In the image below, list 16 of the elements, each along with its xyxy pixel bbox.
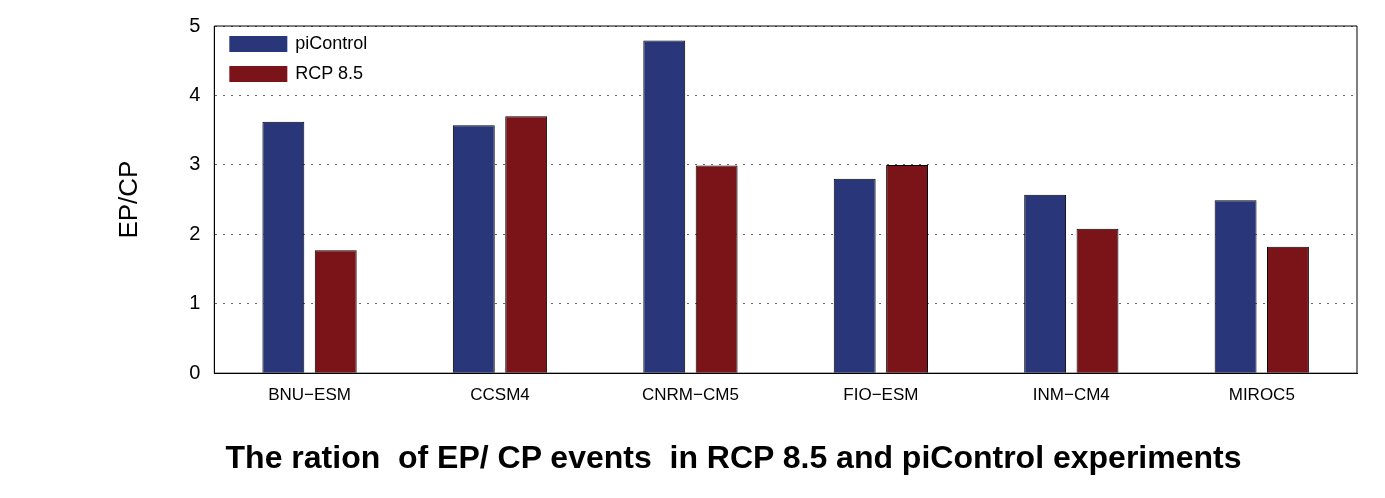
y-tick-label: 0 [189,360,201,383]
x-tick-label: INM−CM4 [1032,385,1110,405]
legend-label: RCP 8.5 [295,62,364,83]
x-tick-label: BNU−ESM [268,385,351,405]
text: The ration of EP/ CP events in RCP 8.5 and piControl experiments [225,438,1242,475]
y-axis-title: EP/CP [112,160,143,239]
y-tick-label: 1 [189,291,201,314]
y-tick-label: 2 [189,221,201,244]
y-tick-label: 5 [189,13,201,36]
x-tick-label: MIROC5 [1228,385,1295,405]
y-tick-label: 3 [189,152,201,175]
legend-label: piControl [295,32,368,53]
x-tick-label: CCSM4 [470,385,530,405]
x-tick-label: CNRM−CM5 [642,385,739,405]
y-tick-label: 4 [189,82,201,105]
x-tick-label: FIO−ESM [843,385,919,405]
